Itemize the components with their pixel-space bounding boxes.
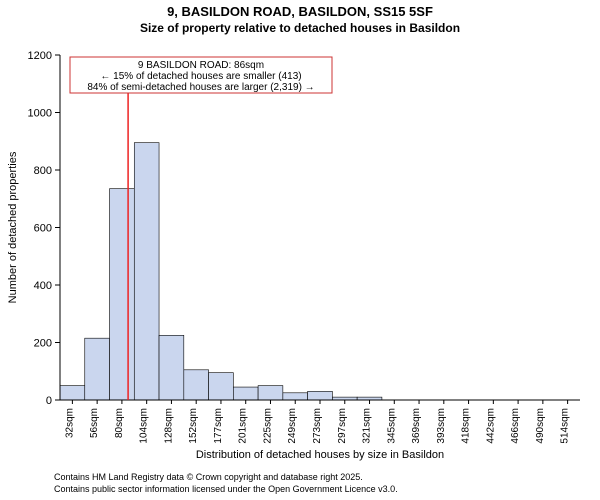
y-axis-label: Number of detached properties (7, 151, 19, 303)
x-tick-label: 393sqm (436, 408, 447, 444)
histogram-bar (283, 393, 308, 400)
callout-line3: 84% of semi-detached houses are larger (… (87, 82, 314, 93)
x-tick-label: 369sqm (411, 408, 422, 444)
histogram-bar (258, 386, 283, 400)
chart-title-line2: Size of property relative to detached ho… (140, 21, 460, 35)
x-tick-label: 201sqm (238, 408, 249, 444)
histogram-bar (184, 370, 209, 400)
histogram-bar (308, 391, 333, 400)
callout-line2: ← 15% of detached houses are smaller (41… (100, 71, 301, 82)
chart-title-line1: 9, BASILDON ROAD, BASILDON, SS15 5SF (167, 4, 433, 19)
histogram-bar (134, 143, 159, 400)
x-axis-label: Distribution of detached houses by size … (196, 449, 444, 461)
histogram-bar (60, 386, 85, 400)
x-tick-label: 514sqm (560, 408, 571, 444)
footer-line1: Contains HM Land Registry data © Crown c… (54, 472, 363, 482)
x-tick-label: 321sqm (362, 408, 373, 444)
x-tick-label: 418sqm (461, 408, 472, 444)
y-tick-label: 1200 (28, 50, 52, 62)
x-tick-label: 249sqm (287, 408, 298, 444)
x-tick-label: 345sqm (386, 408, 397, 444)
x-tick-label: 225sqm (262, 408, 273, 444)
y-tick-label: 800 (34, 165, 52, 177)
footer-line2: Contains public sector information licen… (54, 484, 398, 494)
x-tick-label: 128sqm (163, 408, 174, 444)
x-tick-label: 442sqm (485, 408, 496, 444)
histogram-bar (159, 335, 184, 400)
x-tick-label: 56sqm (89, 408, 100, 438)
x-tick-label: 490sqm (535, 408, 546, 444)
x-tick-label: 152sqm (188, 408, 199, 444)
x-tick-label: 297sqm (337, 408, 348, 444)
x-tick-label: 32sqm (64, 408, 75, 438)
histogram-bar (85, 338, 110, 400)
x-tick-label: 177sqm (213, 408, 224, 444)
y-tick-label: 200 (34, 338, 52, 350)
histogram-bar (233, 387, 258, 400)
histogram-bar (110, 189, 135, 400)
y-tick-label: 1000 (28, 108, 52, 120)
y-tick-label: 400 (34, 280, 52, 292)
chart-container: { "title_line1": "9, BASILDON ROAD, BASI… (0, 0, 600, 500)
x-tick-label: 104sqm (139, 408, 150, 444)
x-tick-label: 273sqm (312, 408, 323, 444)
callout-line1: 9 BASILDON ROAD: 86sqm (138, 60, 264, 71)
plot-area: 0 200 400 600 800 1000 1200 32sqm 56sqm 80sqm 104s… (28, 50, 580, 444)
histogram-bar (209, 373, 234, 400)
y-tick-label: 600 (34, 223, 52, 235)
y-tick-label: 0 (46, 395, 52, 407)
x-tick-label: 466sqm (510, 408, 521, 444)
histogram-chart: 9, BASILDON ROAD, BASILDON, SS15 5SF Siz… (0, 0, 600, 500)
x-tick-label: 80sqm (114, 408, 125, 438)
